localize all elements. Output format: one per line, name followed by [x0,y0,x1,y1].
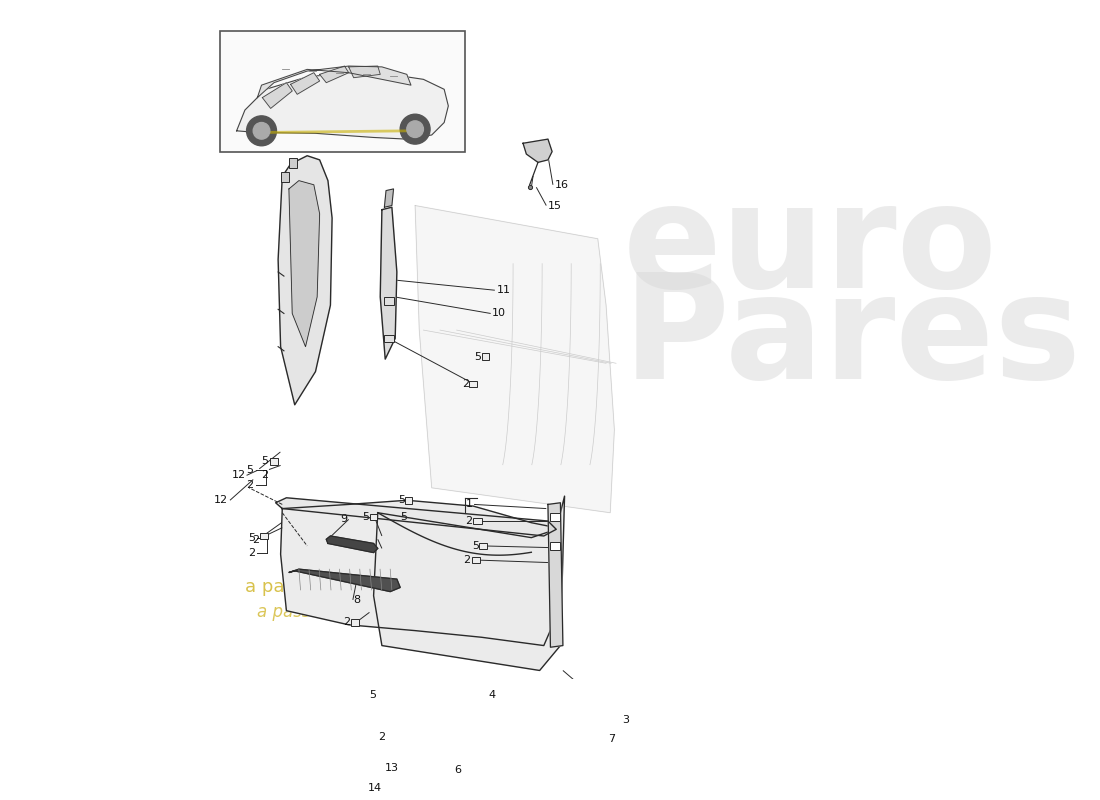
Text: 1: 1 [465,499,472,510]
Bar [473,518,482,524]
Text: 5: 5 [472,541,478,551]
Bar [376,692,384,698]
Circle shape [407,121,424,138]
Text: 5: 5 [248,534,255,543]
Circle shape [538,706,541,710]
Text: 14: 14 [367,783,382,794]
Polygon shape [276,498,557,536]
Text: 2: 2 [462,379,469,389]
Bar [220,31,465,151]
Circle shape [515,706,519,710]
Circle shape [411,706,416,710]
Text: 8: 8 [353,595,360,605]
Circle shape [246,116,276,146]
Bar [370,514,377,520]
Circle shape [253,122,270,139]
Text: 2: 2 [378,732,385,742]
Bar [550,542,560,550]
Text: 9: 9 [340,514,346,524]
Circle shape [492,706,496,710]
Polygon shape [349,66,381,78]
Text: 15: 15 [548,201,562,210]
Circle shape [469,706,473,710]
Text: 5: 5 [399,512,407,522]
Bar [280,172,289,182]
Polygon shape [278,156,332,405]
Text: 2: 2 [463,555,471,565]
Text: 2: 2 [246,480,253,490]
Text: 6: 6 [454,765,461,775]
Text: 2: 2 [252,535,258,545]
Polygon shape [257,66,411,98]
Text: 12: 12 [232,470,245,480]
Circle shape [458,706,461,710]
Text: 2: 2 [465,516,472,526]
Text: 16: 16 [554,180,569,190]
Text: a passion for motoring since 1985: a passion for motoring since 1985 [244,578,552,597]
Bar [469,381,477,387]
Bar [351,619,360,626]
Circle shape [526,706,530,710]
Bar [480,542,487,550]
Text: 4: 4 [488,690,495,700]
Circle shape [503,706,507,710]
Polygon shape [374,496,564,670]
Text: 2: 2 [343,618,351,627]
Polygon shape [548,502,563,647]
Text: Pares: Pares [623,268,1081,409]
Circle shape [422,706,427,710]
Bar [482,354,490,360]
Bar [405,497,412,503]
Bar [592,733,601,741]
Circle shape [446,706,450,710]
Text: 13: 13 [385,763,398,774]
Text: 3: 3 [623,715,629,726]
Polygon shape [381,207,397,359]
Bar [270,458,278,465]
Text: 5: 5 [474,353,482,362]
Text: 5: 5 [398,495,405,506]
Polygon shape [327,536,377,553]
Bar [386,734,395,740]
Polygon shape [395,695,560,725]
Polygon shape [320,66,349,82]
Text: 10: 10 [493,309,506,318]
Polygon shape [263,82,293,109]
Text: 7: 7 [608,734,616,744]
Bar [289,158,297,168]
Text: euro: euro [623,177,998,318]
Polygon shape [290,73,320,94]
Circle shape [434,706,439,710]
Bar [260,533,268,539]
Bar [384,334,394,342]
Text: 2: 2 [248,549,255,558]
Polygon shape [522,139,552,162]
Circle shape [400,114,430,144]
Polygon shape [384,189,394,207]
Polygon shape [405,763,421,788]
Polygon shape [236,73,449,139]
Text: 5: 5 [246,466,253,475]
Circle shape [481,706,484,710]
Polygon shape [289,569,400,591]
Text: 5: 5 [363,512,370,522]
Text: 12: 12 [214,495,229,506]
Text: 5: 5 [261,456,268,466]
Text: 11: 11 [496,286,510,295]
Bar [384,298,394,305]
Bar [472,557,480,563]
Text: a passion for motoring since 1985: a passion for motoring since 1985 [256,603,540,622]
Text: 5: 5 [370,690,376,700]
Polygon shape [415,206,615,513]
Bar [550,513,560,521]
Polygon shape [280,500,557,646]
Text: 2: 2 [261,470,268,480]
Polygon shape [289,181,320,346]
